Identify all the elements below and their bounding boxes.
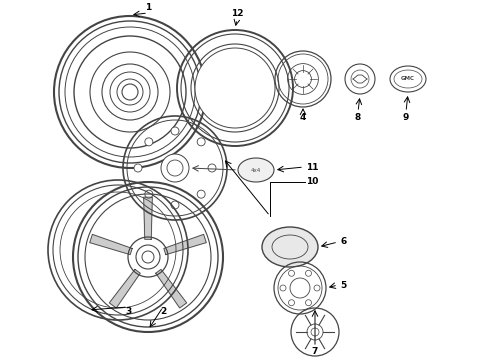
Circle shape [305,300,312,306]
Circle shape [195,48,275,128]
Text: 10: 10 [306,177,318,186]
Circle shape [208,164,216,172]
Text: GMC: GMC [401,77,415,81]
Circle shape [145,190,153,198]
Circle shape [134,164,142,172]
Ellipse shape [262,227,318,267]
Text: 9: 9 [403,113,409,122]
Circle shape [289,300,294,306]
Text: 7: 7 [312,347,318,356]
Circle shape [289,270,294,276]
Circle shape [161,154,189,182]
Text: 4x4: 4x4 [251,167,261,172]
Circle shape [171,201,179,209]
Text: 4: 4 [300,113,306,122]
Text: 2: 2 [160,307,166,316]
Text: 3: 3 [125,307,131,316]
Circle shape [290,278,310,298]
Text: 12: 12 [231,9,243,18]
Circle shape [311,328,319,336]
Text: 11: 11 [306,162,318,171]
Circle shape [314,285,320,291]
Text: 8: 8 [355,113,361,122]
Circle shape [305,270,312,276]
Polygon shape [90,234,132,255]
Circle shape [197,138,205,146]
Text: 6: 6 [340,238,346,247]
Circle shape [142,251,154,263]
Polygon shape [156,269,187,308]
Polygon shape [109,269,140,308]
Text: 1: 1 [145,4,151,13]
Circle shape [145,138,153,146]
Circle shape [171,127,179,135]
Polygon shape [144,197,152,239]
Circle shape [280,285,286,291]
Circle shape [117,79,143,105]
Circle shape [197,190,205,198]
Polygon shape [164,234,206,255]
Ellipse shape [238,158,274,182]
Text: 5: 5 [340,280,346,289]
